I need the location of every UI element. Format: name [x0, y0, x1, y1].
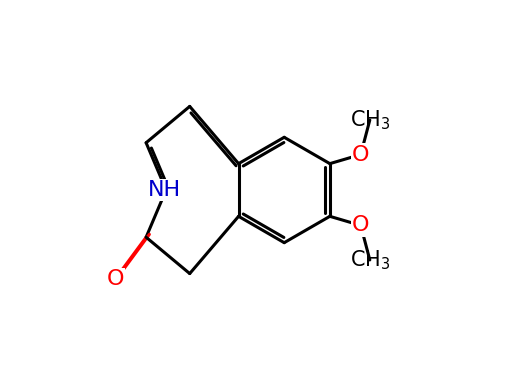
- Text: NH: NH: [148, 180, 181, 200]
- Text: O: O: [106, 269, 124, 289]
- Text: CH$_3$: CH$_3$: [350, 248, 390, 272]
- Text: O: O: [352, 145, 370, 164]
- Text: O: O: [352, 216, 370, 235]
- Text: CH$_3$: CH$_3$: [350, 108, 390, 132]
